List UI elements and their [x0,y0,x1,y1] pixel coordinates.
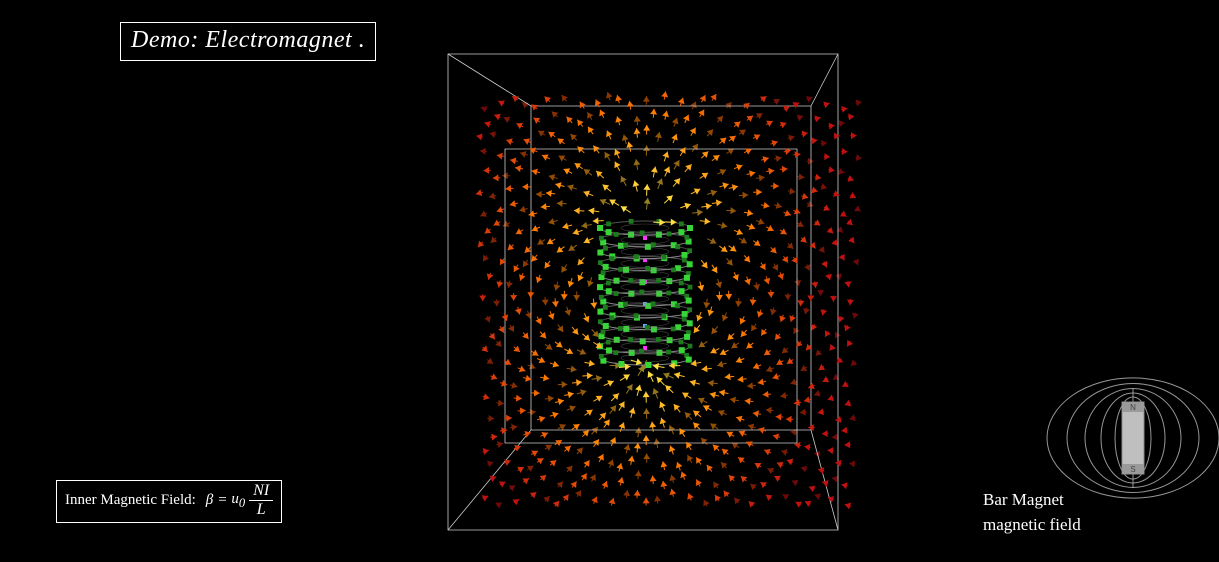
formula-label: Inner Magnetic Field: [65,492,196,509]
svg-text:S: S [1130,465,1135,474]
bar-magnet-label-1: Bar Magnet [983,490,1064,510]
scene-3d: NS [0,0,1219,562]
formula-equals: = [217,492,227,509]
formula-beta: β [206,492,213,509]
solenoid-coil [597,219,693,368]
bar-magnet-icon: NS [1047,378,1219,498]
svg-text:N: N [1130,403,1136,412]
field-arrows-front [476,91,857,509]
formula-equation: β = u0 NI L [206,483,273,518]
formula-box: Inner Magnetic Field: β = u0 NI L [56,480,282,523]
bar-magnet-label-2: magnetic field [983,515,1081,535]
formula-fraction: NI L [249,483,273,518]
formula-u0: u0 [231,491,245,511]
